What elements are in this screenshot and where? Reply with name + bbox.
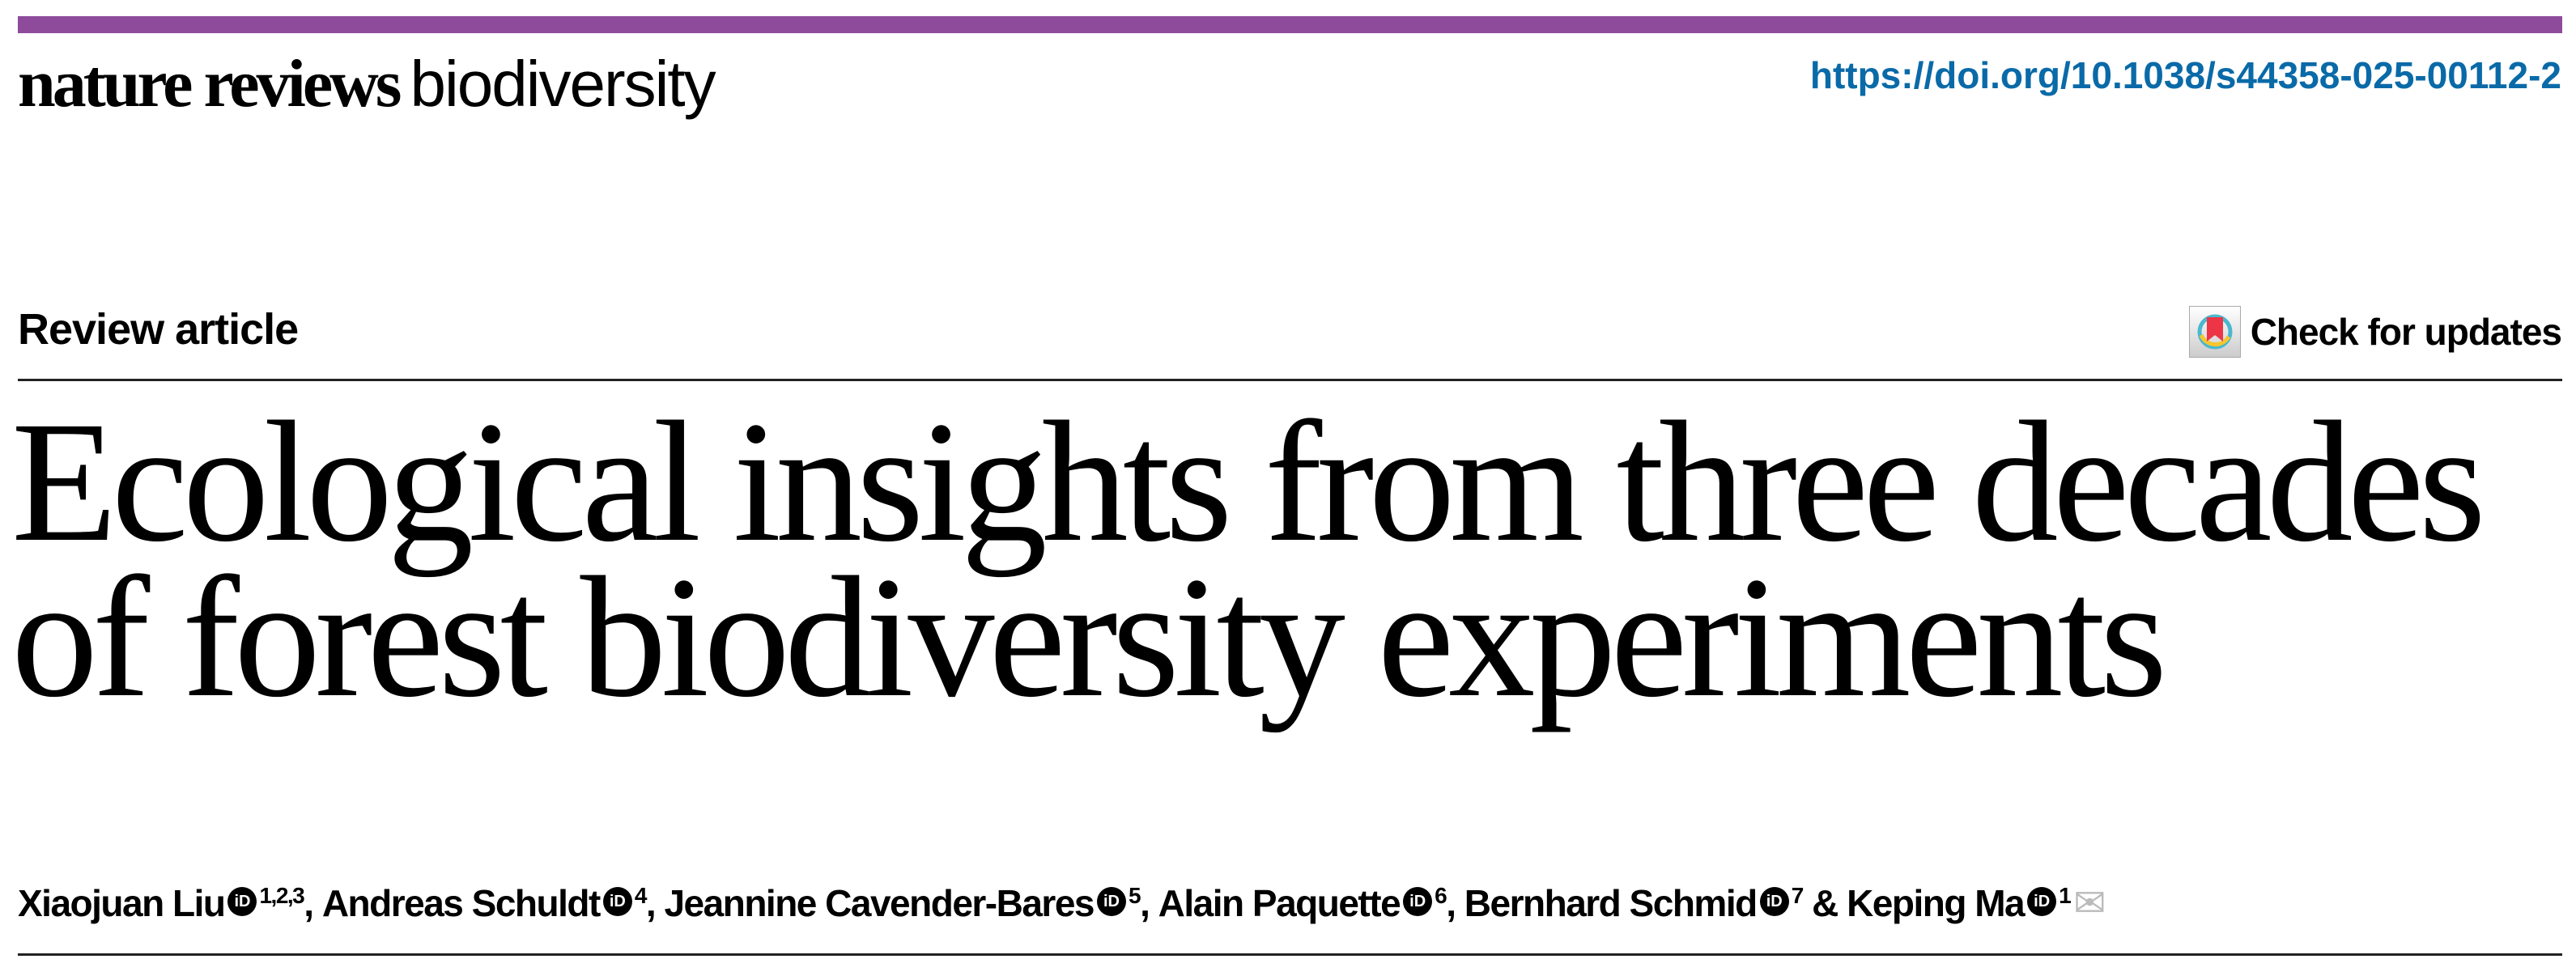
doi-link[interactable]: https://doi.org/10.1038/s44358-025-00112… (1809, 54, 2561, 96)
separator: , (1140, 882, 1158, 924)
separator: , (645, 882, 665, 924)
affiliation: 1,2,3 (259, 882, 304, 908)
journal-logo: nature reviews biodiversity (18, 42, 716, 125)
affiliation: 7 (1791, 882, 1804, 908)
orcid-icon[interactable]: iD (1403, 886, 1433, 916)
author-name[interactable]: Bernhard Schmid (1464, 882, 1758, 924)
envelope-icon[interactable]: ✉ (2073, 882, 2106, 925)
journal-name-bold: nature reviews (18, 46, 402, 121)
orcid-icon[interactable]: iD (1759, 886, 1789, 916)
journal-color-bar (18, 16, 2562, 33)
separator: , (304, 882, 322, 924)
author[interactable]: Alain Paquette iD 6, (1158, 881, 1464, 925)
orcid-icon[interactable]: iD (2027, 886, 2057, 916)
check-for-updates-label: Check for updates (2250, 311, 2562, 353)
author[interactable]: Xiaojuan Liu iD 1,2,3, (18, 881, 322, 925)
author-list: Xiaojuan Liu iD 1,2,3, Andreas Schuldt iD 4,… (18, 881, 2106, 926)
title-line-1: Ecological insights from three decades (11, 386, 2486, 578)
divider (18, 379, 2562, 381)
author-name[interactable]: Andreas Schuldt (321, 882, 601, 924)
author-name[interactable]: Keping Ma (1847, 882, 2026, 924)
separator: & (1802, 882, 1847, 924)
affiliation: 4 (634, 882, 648, 908)
article-title: Ecological insights from three decades o… (11, 386, 2486, 733)
orcid-icon[interactable]: iD (602, 886, 632, 916)
check-for-updates-button[interactable]: Check for updates (2188, 306, 2562, 358)
orcid-icon[interactable]: iD (1097, 886, 1126, 916)
affiliation: 5 (1129, 882, 1141, 908)
author[interactable]: Keping Ma iD 1 (1847, 881, 2072, 925)
author[interactable]: Andreas Schuldt iD 4, (322, 881, 665, 925)
journal-name-light: biodiversity (410, 48, 716, 120)
author[interactable]: Jeannine Cavender-Bares iD 5, (664, 881, 1158, 925)
author-name[interactable]: Jeannine Cavender-Bares (664, 882, 1095, 924)
author-name[interactable]: Xiaojuan Liu (18, 882, 226, 924)
separator: , (1446, 882, 1464, 924)
author[interactable]: Bernhard Schmid iD 7 & (1464, 881, 1847, 925)
title-line-2: of forest biodiversity experiments (11, 541, 2167, 733)
orcid-icon[interactable]: iD (227, 886, 257, 916)
crossmark-icon (2188, 306, 2241, 358)
article-type: Review article (18, 305, 299, 354)
affiliation: 1 (2059, 882, 2072, 908)
divider (18, 953, 2562, 956)
author-name[interactable]: Alain Paquette (1158, 882, 1401, 924)
affiliation: 6 (1435, 882, 1447, 908)
